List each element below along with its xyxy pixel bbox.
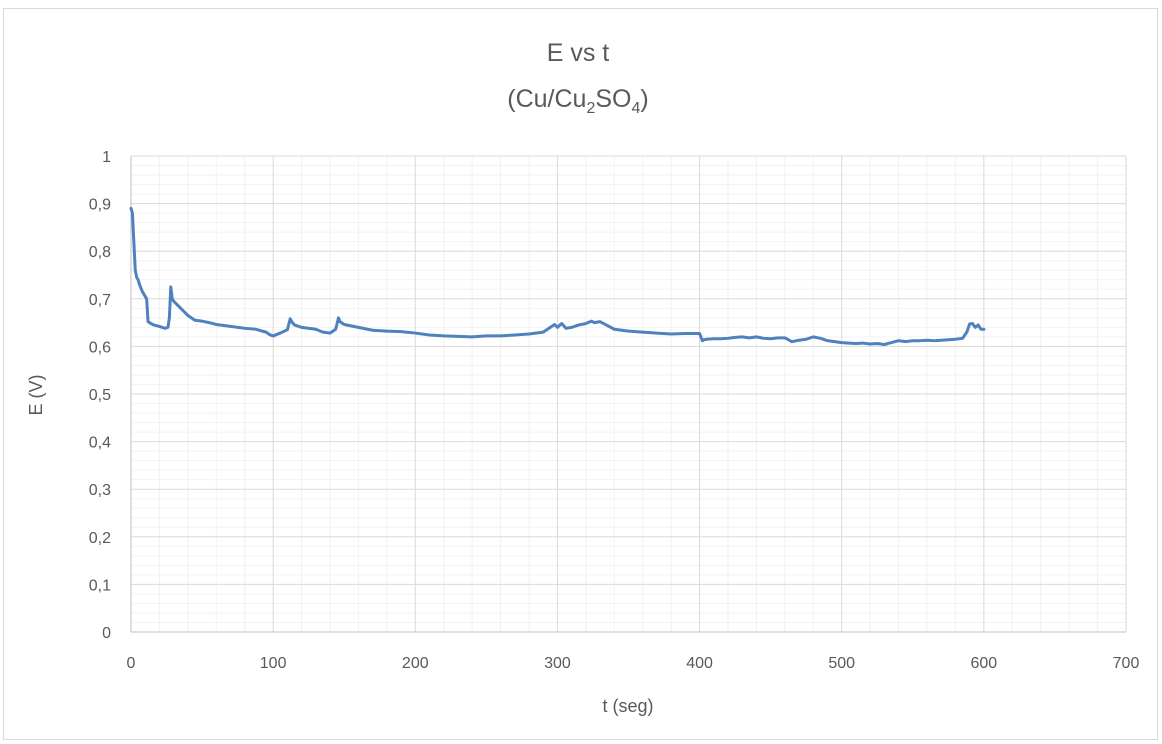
series-layer [129,206,986,346]
y-tick-label: 0,7 [89,292,111,309]
x-tick-label: 200 [402,655,429,672]
y-tick-label: 0 [102,625,111,642]
subtitle-subscript: 2 [586,100,595,117]
x-tick-label: 100 [260,655,287,672]
subtitle-text: (Cu/Cu [507,85,586,113]
grid [131,155,1127,632]
y-tick-label: 0,1 [89,577,111,594]
y-axis-title: E (V) [26,374,46,415]
chart-subtitle: (Cu/Cu2SO4) [507,85,648,117]
y-tick-label: 0,3 [89,482,111,499]
tick-labels: 0 100 200 300 400 500 600 700 0 0,1 0,2 0,3 0,4 0,5 0,… [89,149,1140,672]
x-tick-label: 500 [828,655,855,672]
x-tick-label: 700 [1113,655,1140,672]
y-tick-label: 1 [102,149,111,166]
x-axis-title: t (seg) [602,696,653,716]
y-tick-label: 0,8 [89,244,111,261]
x-tick-label: 0 [127,655,136,672]
axes [130,156,1126,633]
x-tick-label: 400 [686,655,713,672]
series-line [129,206,986,346]
x-tick-label: 300 [544,655,571,672]
x-tick-label: 600 [971,655,998,672]
y-tick-label: 0,5 [89,387,111,404]
subtitle-text: ) [640,85,648,113]
chart-title: E vs t [547,39,610,67]
chart-frame [3,8,1158,740]
subtitle-text: SO [595,85,631,113]
y-tick-label: 0,9 [89,197,111,214]
y-tick-label: 0,4 [89,435,111,452]
subtitle-subscript: 4 [631,100,640,117]
y-tick-label: 0,6 [89,339,111,356]
y-tick-label: 0,2 [89,530,111,547]
